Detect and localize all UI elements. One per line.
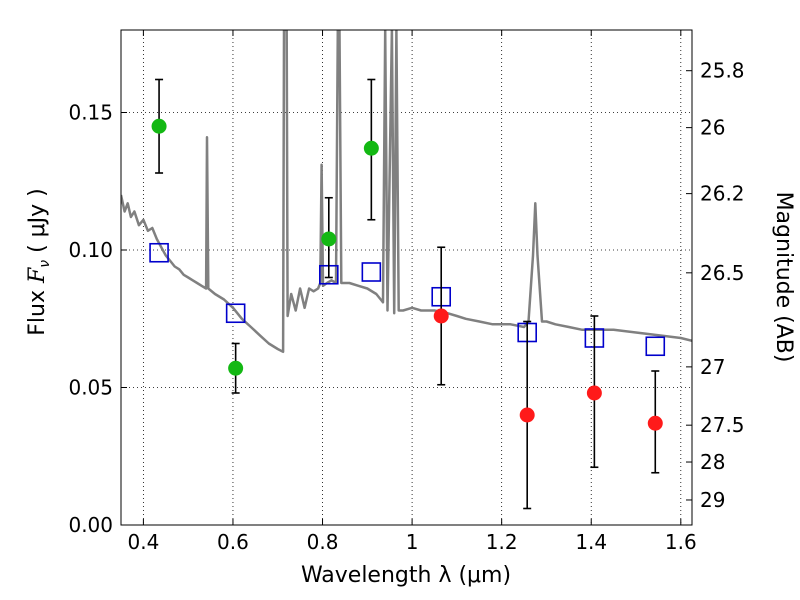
y2-tick-label: 26.5 [700,261,745,285]
y2-tick-label: 27 [700,355,725,379]
model-square-marker [361,262,382,282]
observed-point [321,231,337,247]
model-spectrum [121,30,692,354]
y2-tick-label: 29 [700,488,725,512]
x-tick-label: 1.6 [665,530,697,554]
x-tick-label: 0.4 [127,530,159,554]
y2-axis-ticks: 25.8 26 26.2 26.5 27 27.5 28 29 [686,59,745,512]
y-tick-label: 0.15 [68,101,113,125]
x-axis-ticks: 0.4 0.6 0.8 1 1.2 1.4 1.6 [127,30,697,554]
plot-area [121,30,692,510]
observed-point [228,360,244,376]
observed-point [151,118,167,134]
y-tick-label: 0.05 [68,376,113,400]
y-tick-label: 0.00 [68,513,113,537]
y2-tick-label: 28 [700,450,725,474]
model-square-marker [225,303,246,324]
x-tick-label: 1.4 [575,530,607,554]
x-tick-label: 0.8 [307,530,339,554]
x-tick-label: 1.2 [486,530,518,554]
x-axis-label: Wavelength λ (μm) [301,563,511,588]
x-tick-label: 1 [406,530,419,554]
data-markers [149,78,666,510]
y2-tick-label: 25.8 [700,59,745,83]
y-tick-label: 0.10 [68,238,113,262]
y2-tick-label: 26 [700,116,725,140]
observed-point [586,385,602,401]
x-tick-label: 0.6 [217,530,249,554]
observed-point [647,415,663,431]
observed-point [433,308,449,324]
y-axis-ticks: 0.00 0.05 0.10 0.15 [68,101,127,537]
observed-point [519,407,535,423]
observed-point [363,140,379,156]
spectrum-line [121,30,692,354]
y2-tick-label: 26.2 [700,182,745,206]
plot-frame [120,29,693,526]
y2-tick-label: 27.5 [700,413,745,437]
model-square-marker [149,242,169,263]
y-axis-label: Flux Fν ( μJy ) [25,188,53,335]
y2-axis-label: Magnitude (AB) [771,192,796,363]
model-square-marker [645,336,666,357]
grid-lines [121,30,692,525]
